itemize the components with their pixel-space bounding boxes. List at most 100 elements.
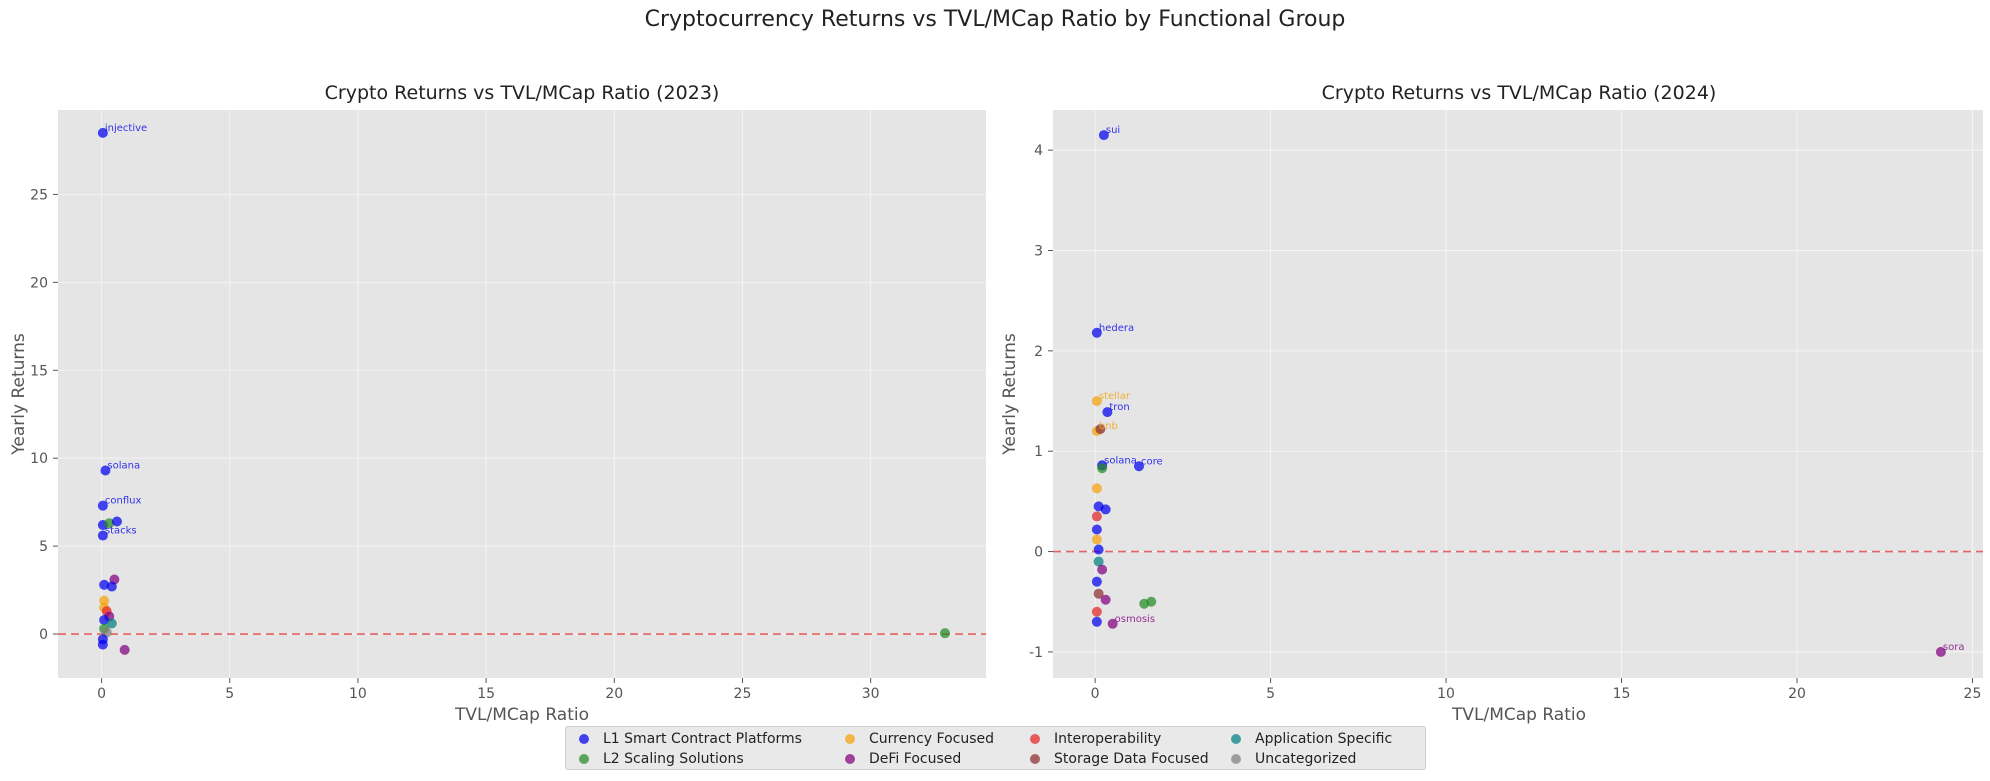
legend-marker: [845, 734, 855, 744]
x-tick-label: 20: [1788, 686, 1806, 702]
chart-title-2024: Crypto Returns vs TVL/MCap Ratio (2024): [1322, 82, 1717, 104]
y-axis-label-2023: Yearly Returns: [9, 333, 29, 456]
x-tick-label: 30: [862, 686, 880, 702]
data-point: [1093, 588, 1104, 599]
data-point: [99, 595, 110, 606]
data-point: [1091, 606, 1102, 617]
data-point: [99, 614, 110, 625]
x-ticks-2023: 0 5 10 15 20 25 30: [97, 678, 880, 702]
legend-item-l1: L1 Smart Contract Platforms: [579, 731, 802, 747]
grid-2023: [58, 110, 986, 678]
y-ticks-2024: -1 0 1 2 3 4: [1029, 143, 1053, 661]
points-2023: [97, 127, 950, 655]
x-tick-label: 20: [605, 686, 623, 702]
legend-label: L1 Smart Contract Platforms: [603, 731, 802, 747]
data-point: [1098, 130, 1109, 141]
y-tick-label: 2: [1034, 344, 1043, 360]
y-axis-label-2024: Yearly Returns: [1000, 333, 1020, 456]
data-point: [1091, 483, 1102, 494]
data-point: [97, 500, 108, 511]
data-point: [97, 530, 108, 541]
chart-title-2023: Crypto Returns vs TVL/MCap Ratio (2023): [325, 82, 720, 104]
data-point: [111, 516, 122, 527]
x-axis-label-2024: TVL/MCap Ratio: [1451, 705, 1586, 725]
point-label: stellar: [1099, 391, 1131, 402]
point-label: sora: [1943, 642, 1965, 653]
x-tick-label: 5: [225, 686, 234, 702]
data-point: [106, 581, 117, 592]
data-point: [97, 127, 108, 138]
data-point: [1935, 646, 1946, 657]
y-tick-label: 4: [1034, 143, 1043, 159]
x-tick-label: 0: [1091, 686, 1100, 702]
data-point: [1100, 504, 1111, 515]
legend-item-currency: Currency Focused: [845, 731, 994, 747]
legend-label: DeFi Focused: [869, 751, 962, 767]
data-point: [1093, 544, 1104, 555]
data-point: [1097, 564, 1108, 575]
plot-area-2024: [1053, 110, 1983, 678]
legend-label: Storage Data Focused: [1054, 751, 1209, 767]
legend-item-defi: DeFi Focused: [845, 751, 961, 767]
data-point: [1095, 424, 1106, 435]
y-tick-label: 15: [30, 363, 48, 379]
x-tick-label: 10: [349, 686, 367, 702]
data-point: [1146, 596, 1157, 607]
point-label: solana: [1104, 455, 1137, 466]
point-labels-2023: injective solana conflux stacks: [105, 123, 147, 537]
x-tick-label: 10: [1437, 686, 1455, 702]
points-2024: [1091, 130, 1946, 657]
legend-item-interop: Interoperability: [1030, 731, 1161, 747]
data-point: [1102, 407, 1113, 418]
y-tick-label: 25: [30, 187, 48, 203]
legend-marker: [1231, 754, 1241, 764]
chart-2023: Crypto Returns vs TVL/MCap Ratio (2023) …: [9, 82, 986, 725]
legend-label: Uncategorized: [1255, 751, 1357, 767]
y-tick-label: 3: [1034, 243, 1043, 259]
point-label: conflux: [105, 496, 142, 507]
data-point: [1093, 556, 1104, 567]
x-tick-label: 15: [1613, 686, 1631, 702]
figure-title: Cryptocurrency Returns vs TVL/MCap Ratio…: [645, 7, 1346, 32]
plot-area-2023: [58, 110, 986, 678]
legend-marker: [1231, 734, 1241, 744]
point-label: core: [1141, 456, 1163, 467]
legend-item-app: Application Specific: [1231, 731, 1392, 747]
y-tick-label: -1: [1029, 645, 1043, 661]
legend-item-storage: Storage Data Focused: [1030, 751, 1209, 767]
legend-label: L2 Scaling Solutions: [603, 751, 744, 767]
data-point: [119, 644, 130, 655]
data-point: [1097, 463, 1108, 474]
data-point: [1091, 524, 1102, 535]
data-point: [1107, 618, 1118, 629]
x-tick-label: 15: [477, 686, 495, 702]
legend-marker: [1030, 754, 1040, 764]
data-point: [1091, 576, 1102, 587]
legend-item-uncat: Uncategorized: [1231, 751, 1356, 767]
legend-marker: [579, 754, 589, 764]
data-point: [1091, 396, 1102, 407]
legend-item-l2: L2 Scaling Solutions: [579, 751, 744, 767]
y-tick-label: 1: [1034, 444, 1043, 460]
data-point: [1091, 511, 1102, 522]
y-tick-label: 0: [1034, 545, 1043, 561]
x-tick-label: 0: [97, 686, 106, 702]
legend-marker: [579, 734, 589, 744]
y-tick-label: 20: [30, 275, 48, 291]
x-tick-label: 25: [1964, 686, 1982, 702]
data-point: [100, 465, 111, 476]
data-point: [1100, 594, 1111, 605]
point-label: sui: [1106, 125, 1120, 136]
x-axis-label-2023: TVL/MCap Ratio: [454, 705, 589, 725]
point-label: injective: [105, 123, 147, 134]
legend-label: Application Specific: [1255, 731, 1393, 747]
data-point: [939, 628, 950, 639]
x-tick-label: 25: [734, 686, 752, 702]
point-label: hedera: [1099, 323, 1134, 334]
data-point: [106, 618, 117, 629]
data-point: [1091, 327, 1102, 338]
data-point: [1091, 616, 1102, 627]
data-point: [104, 518, 115, 529]
y-tick-label: 5: [39, 539, 48, 555]
